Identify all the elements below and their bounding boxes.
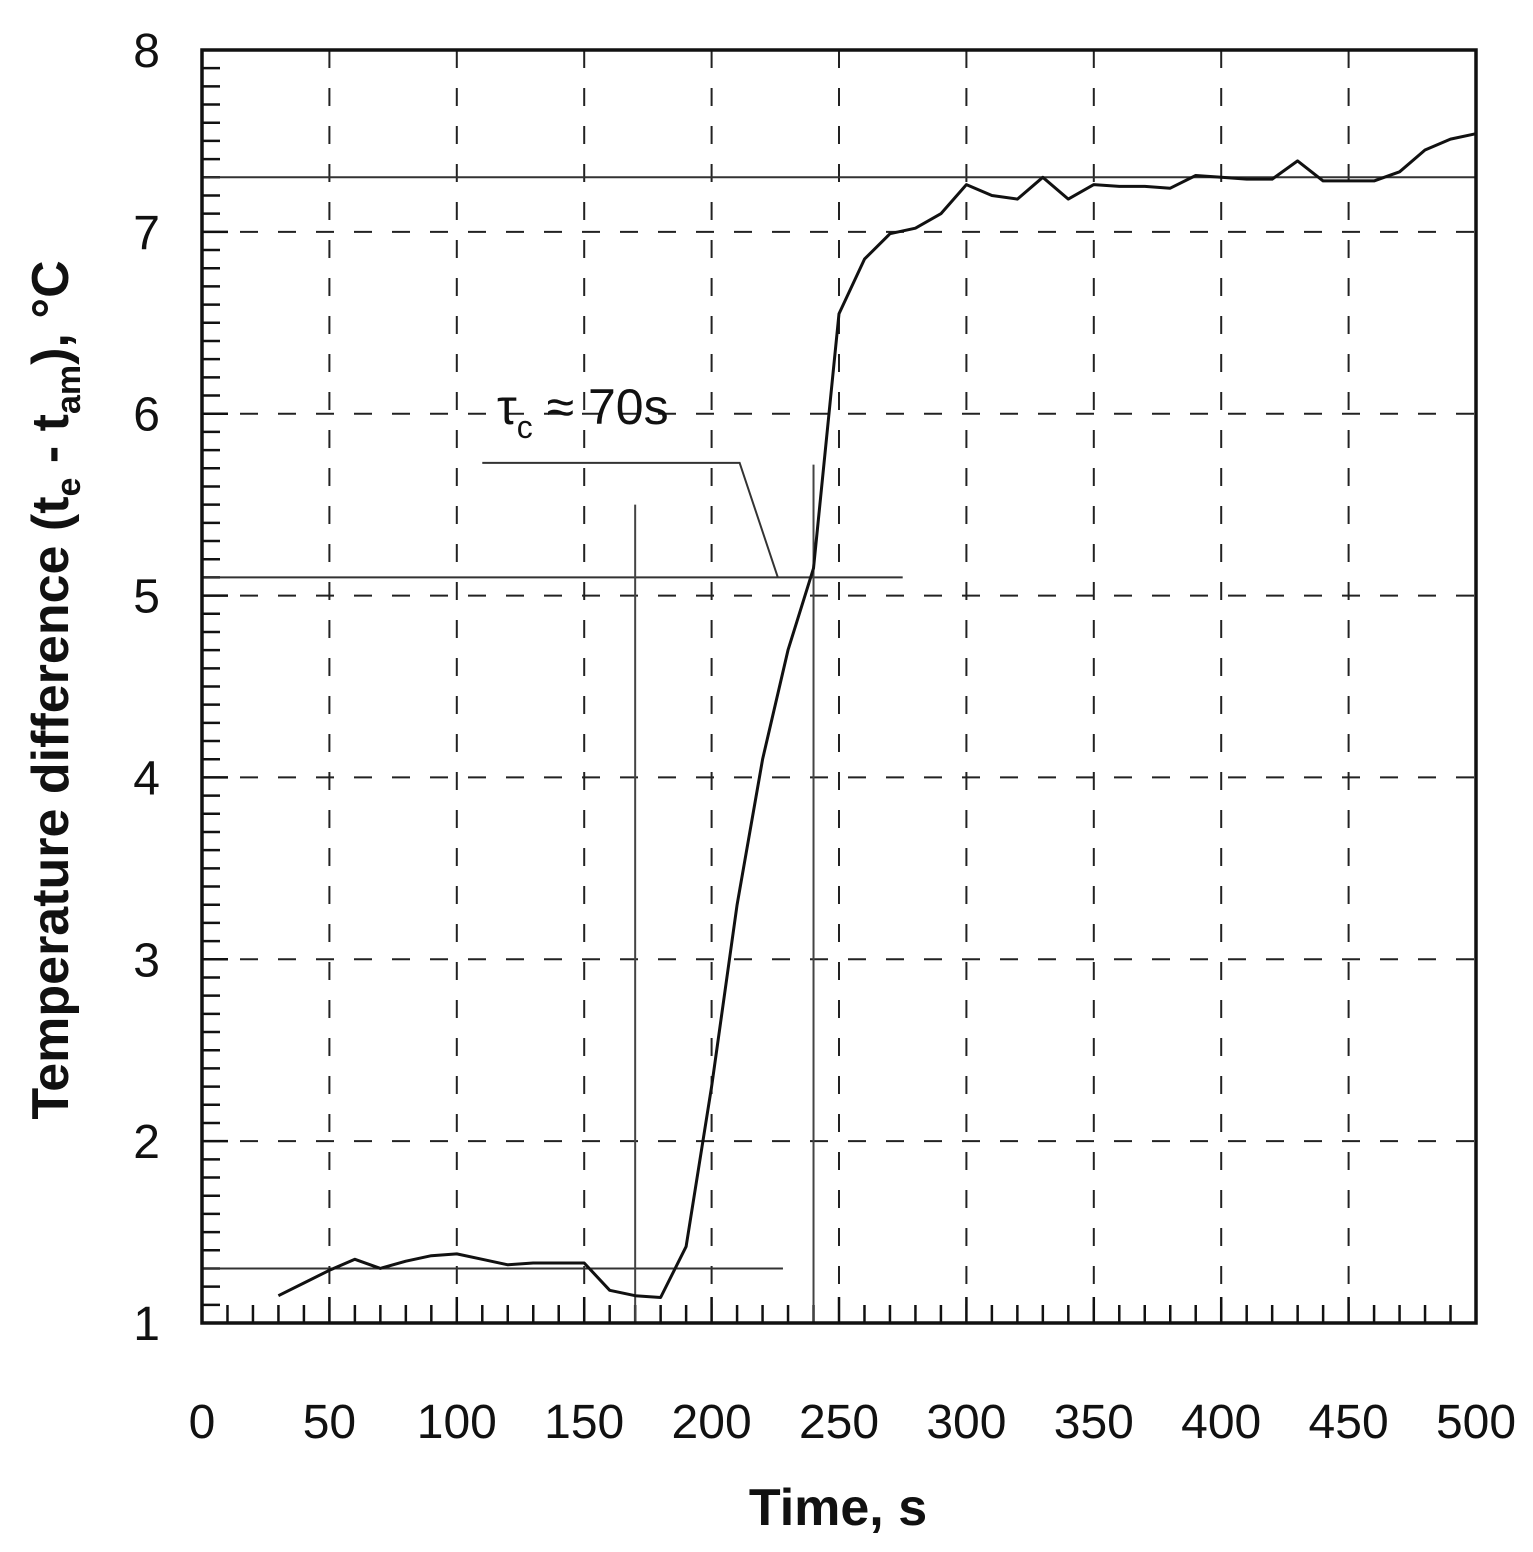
x-tick-label-500: 500 (1436, 1396, 1516, 1449)
tau-value: ≈ 70s (533, 379, 669, 435)
x-tick-label-100: 100 (417, 1396, 497, 1449)
y-tick-label-6: 6 (133, 389, 160, 442)
y-axis-title: Temperature difference (te - tam), °C (22, 260, 88, 1119)
series-line (277, 132, 1477, 1299)
y-title-sub2: am (50, 365, 88, 414)
x-tick-label-150: 150 (544, 1396, 624, 1449)
tau-symbol: τ (497, 379, 517, 435)
minor-ticks (200, 48, 1478, 1325)
x-tick-labels: 0 50 100 150 200 250 300 350 400 450 500 (189, 1396, 1516, 1449)
x-tick-label-300: 300 (926, 1396, 1006, 1449)
y-tick-label-2: 2 (133, 1116, 160, 1169)
y-tick-label-7: 7 (133, 207, 160, 260)
tau-leader-line (482, 461, 779, 578)
y-title-sub1: e (50, 478, 88, 497)
tau-annotation: τc ≈ 70s (497, 379, 669, 445)
y-tick-labels: 1 2 3 4 5 6 7 8 (133, 25, 160, 1351)
y-title-prefix: Temperature difference (t (22, 496, 80, 1119)
y-tick-label-5: 5 (133, 571, 160, 624)
tau-subscript: c (517, 409, 533, 445)
x-tick-label-0: 0 (189, 1396, 216, 1449)
y-title-middle: - t (22, 414, 80, 478)
y-tick-label-3: 3 (133, 934, 160, 987)
x-tick-label-50: 50 (303, 1396, 356, 1449)
y-tick-label-4: 4 (133, 752, 160, 805)
plot-frame (200, 48, 1478, 1325)
y-tick-label-8: 8 (133, 25, 160, 78)
x-tick-label-250: 250 (799, 1396, 879, 1449)
x-tick-label-200: 200 (672, 1396, 752, 1449)
y-tick-label-1: 1 (133, 1298, 160, 1351)
reference-lines (202, 176, 1476, 1323)
x-tick-label-450: 450 (1309, 1396, 1389, 1449)
x-axis-title: Time, s (749, 1479, 927, 1537)
y-title-suffix: ), °C (22, 260, 80, 365)
x-tick-label-350: 350 (1054, 1396, 1134, 1449)
x-tick-label-400: 400 (1181, 1396, 1261, 1449)
